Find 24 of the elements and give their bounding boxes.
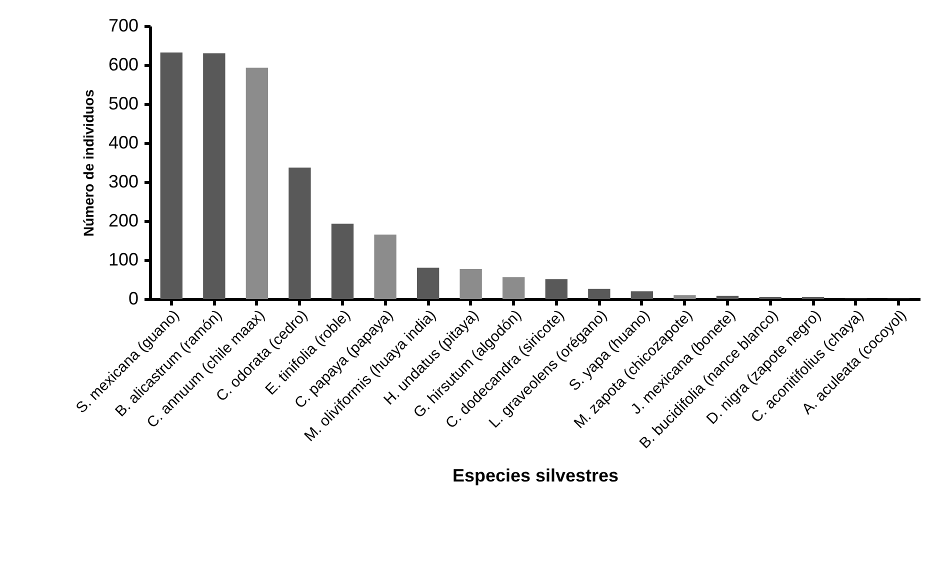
bar	[246, 68, 268, 299]
y-tick-label: 700	[108, 16, 138, 36]
y-tick-label: 600	[108, 54, 138, 74]
y-tick-label: 200	[108, 210, 138, 230]
bar	[588, 288, 610, 299]
y-tick-label: 500	[108, 94, 138, 114]
y-axis-title: Número de individuos	[80, 89, 96, 237]
bar	[716, 296, 739, 299]
bar	[331, 224, 354, 299]
y-tick-label: 300	[108, 172, 138, 192]
bar	[416, 268, 440, 299]
y-tick-label: 0	[128, 288, 138, 308]
bar	[630, 291, 654, 299]
bar	[203, 53, 226, 299]
bar	[545, 279, 568, 299]
bar	[460, 268, 482, 299]
bar	[288, 168, 311, 299]
bar	[374, 234, 396, 299]
bar	[502, 277, 525, 299]
bar	[674, 295, 696, 299]
y-tick-label: 400	[108, 132, 138, 152]
bar	[160, 52, 182, 299]
x-axis-title: Especies silvestres	[452, 465, 619, 486]
y-tick-label: 100	[108, 250, 138, 270]
